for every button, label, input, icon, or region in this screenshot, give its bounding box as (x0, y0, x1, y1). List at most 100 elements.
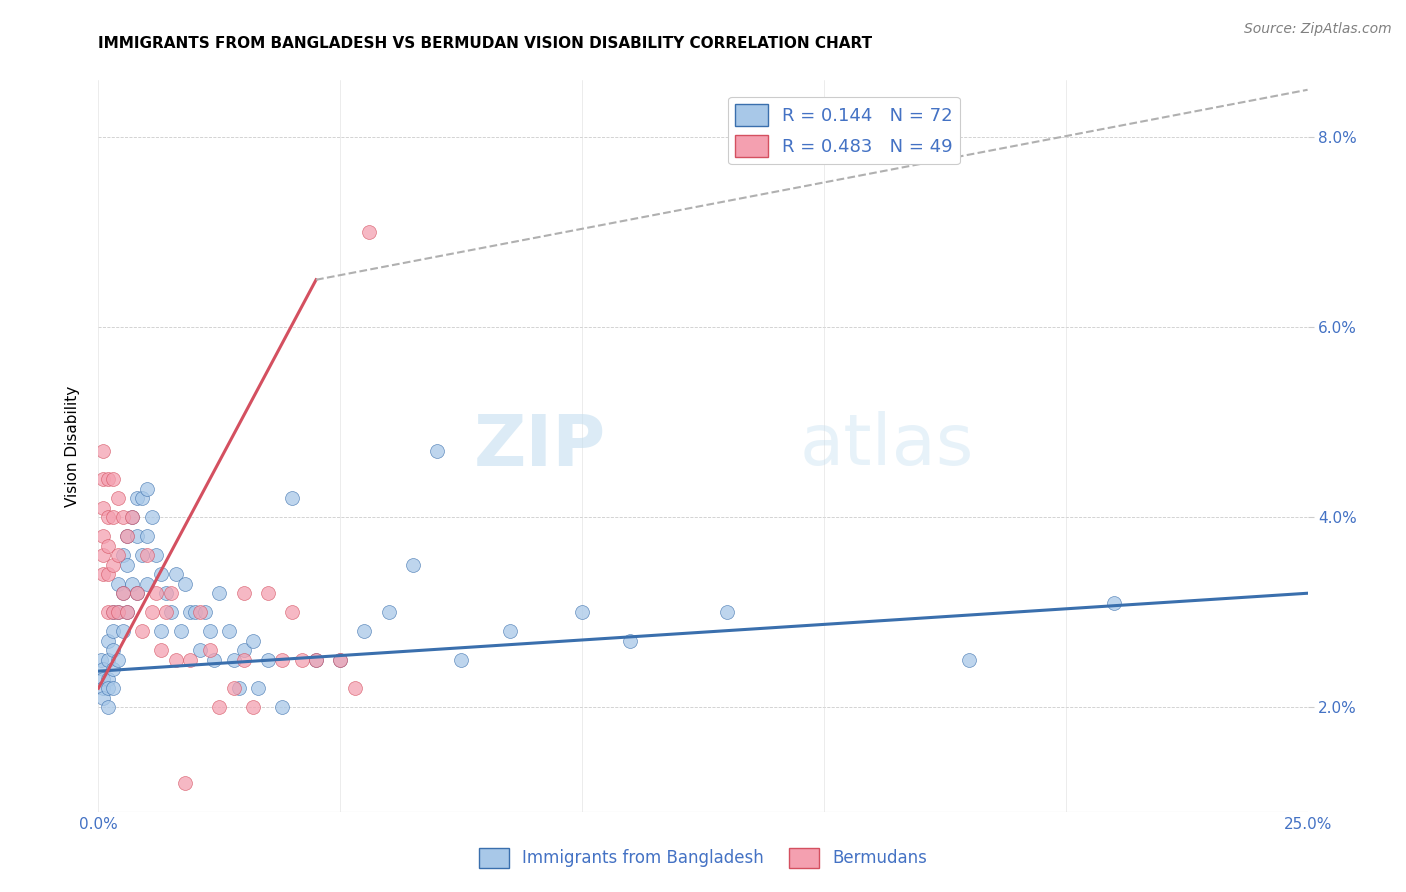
Point (111, 586, 134, 600)
Point (150, 643, 173, 657)
Point (174, 776, 197, 790)
Point (97, 700, 120, 714)
Point (160, 605, 183, 619)
Point (107, 605, 129, 619)
Point (179, 605, 201, 619)
Point (97, 567, 120, 582)
Point (329, 653, 352, 667)
Point (290, 653, 312, 667)
Point (117, 529, 139, 543)
Text: atlas: atlas (800, 411, 974, 481)
Point (121, 510, 143, 524)
Point (127, 529, 149, 543)
Point (91, 662, 114, 676)
Point (135, 529, 157, 543)
Point (91, 443, 114, 458)
Point (101, 510, 124, 524)
Point (127, 586, 149, 600)
Point (107, 653, 129, 667)
Point (160, 586, 183, 600)
Point (232, 586, 254, 600)
Point (91, 690, 114, 705)
Point (271, 653, 294, 667)
Point (91, 681, 114, 696)
Text: ZIP: ZIP (474, 411, 606, 481)
Point (242, 700, 264, 714)
Point (155, 586, 177, 600)
Point (101, 558, 124, 572)
Point (101, 662, 124, 676)
Point (141, 510, 163, 524)
Point (353, 624, 375, 639)
Point (91, 472, 114, 486)
Point (256, 653, 278, 667)
Point (91, 529, 114, 543)
Point (232, 643, 254, 657)
Point (107, 491, 129, 506)
Point (127, 586, 149, 600)
Point (150, 567, 173, 582)
Point (101, 624, 124, 639)
Point (135, 482, 157, 496)
Point (329, 653, 352, 667)
Point (957, 653, 980, 667)
Point (135, 576, 157, 591)
Point (101, 605, 124, 619)
Point (165, 653, 187, 667)
Point (377, 605, 399, 619)
Point (111, 586, 134, 600)
Point (111, 548, 134, 562)
Legend: R = 0.144   N = 72, R = 0.483   N = 49: R = 0.144 N = 72, R = 0.483 N = 49 (728, 96, 960, 164)
Point (107, 576, 129, 591)
Point (305, 653, 328, 667)
Point (498, 624, 520, 639)
Point (450, 653, 472, 667)
Point (97, 472, 120, 486)
Point (343, 681, 366, 696)
Point (198, 624, 221, 639)
Point (232, 653, 254, 667)
Point (271, 700, 294, 714)
Point (150, 624, 173, 639)
Point (111, 624, 134, 639)
Point (716, 605, 738, 619)
Point (91, 672, 114, 686)
Point (97, 539, 120, 553)
Point (174, 576, 197, 591)
Point (165, 567, 187, 582)
Point (101, 681, 124, 696)
Point (97, 510, 120, 524)
Point (127, 491, 149, 506)
Point (121, 510, 143, 524)
Point (222, 681, 245, 696)
Point (141, 605, 163, 619)
Point (121, 576, 143, 591)
Text: IMMIGRANTS FROM BANGLADESH VS BERMUDAN VISION DISABILITY CORRELATION CHART: IMMIGRANTS FROM BANGLADESH VS BERMUDAN V… (98, 36, 873, 51)
Point (97, 605, 120, 619)
Point (91, 567, 114, 582)
Point (101, 643, 124, 657)
Point (97, 653, 120, 667)
Point (131, 548, 153, 562)
Y-axis label: Vision Disability: Vision Disability (65, 385, 80, 507)
Point (101, 605, 124, 619)
Point (184, 605, 207, 619)
Point (91, 548, 114, 562)
Point (281, 491, 304, 506)
Point (208, 586, 231, 600)
Point (359, 225, 381, 239)
Point (571, 605, 593, 619)
Point (194, 605, 217, 619)
Point (256, 586, 278, 600)
Point (305, 653, 328, 667)
Text: Source: ZipAtlas.com: Source: ZipAtlas.com (1244, 22, 1392, 37)
Point (97, 681, 120, 696)
Point (145, 586, 167, 600)
Point (169, 624, 191, 639)
Legend: Immigrants from Bangladesh, Bermudans: Immigrants from Bangladesh, Bermudans (472, 841, 934, 875)
Point (218, 624, 240, 639)
Point (188, 605, 211, 619)
Point (222, 653, 245, 667)
Point (281, 605, 304, 619)
Point (619, 633, 641, 648)
